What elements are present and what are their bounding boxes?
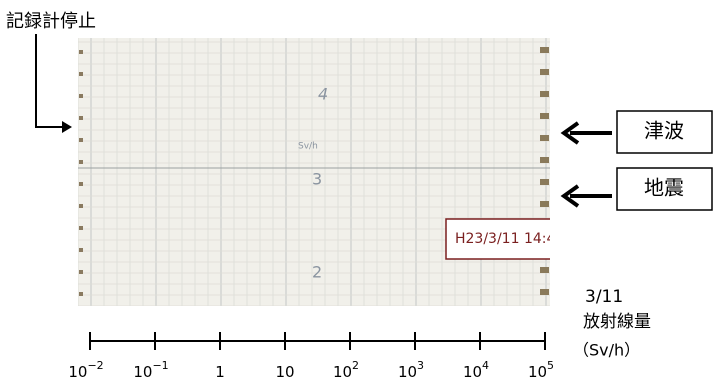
edge-mark xyxy=(79,50,83,54)
edge-mark xyxy=(79,292,83,296)
scale-label-base: 10 xyxy=(528,363,547,381)
arrow-head xyxy=(62,121,72,133)
scale-label: 103 xyxy=(398,359,424,381)
scale-label-exp: 4 xyxy=(482,359,489,372)
scale-label-base: 10 xyxy=(333,363,352,381)
paper-label: 2 xyxy=(312,263,322,282)
scale-unit: （Sv/h） xyxy=(573,341,640,360)
edge-mark xyxy=(79,204,83,208)
edge-mark xyxy=(79,270,83,274)
edge-mark xyxy=(79,116,83,120)
scale-label-exp: −1 xyxy=(152,359,168,372)
scale-label: 10 xyxy=(275,363,294,381)
edge-mark xyxy=(79,138,83,142)
paper-label: Sv/h xyxy=(298,142,318,152)
edge-mark xyxy=(79,160,83,164)
scale-label: 1 xyxy=(215,363,225,381)
edge-mark xyxy=(79,72,83,76)
arrow xyxy=(36,34,64,127)
scale-label-base: 10 xyxy=(68,363,87,381)
scale-title: 放射線量 xyxy=(583,312,651,332)
scale-label: 104 xyxy=(463,359,489,381)
scale-label: 105 xyxy=(528,359,554,381)
edge-mark xyxy=(79,248,83,252)
scale-label-exp: 5 xyxy=(547,359,554,372)
edge-mark xyxy=(540,69,549,75)
recorder-stopped-label: 記録計停止 xyxy=(6,11,96,32)
edge-mark xyxy=(540,91,549,97)
scale-label-exp: 3 xyxy=(417,359,424,372)
scale-label: 102 xyxy=(333,359,359,381)
edge-mark xyxy=(540,113,549,119)
paper-label: 4 xyxy=(318,85,328,104)
timestamp: H23/3/11 14:46 xyxy=(455,231,564,247)
edge-mark xyxy=(540,179,549,185)
edge-mark xyxy=(79,182,83,186)
edge-mark xyxy=(540,201,549,207)
page: H23/3/11 14:46 4 Sv/h 3 2 記録計停止 津波 地震 3/… xyxy=(0,0,723,385)
edge-mark xyxy=(540,289,549,295)
scale-label: 10−1 xyxy=(133,359,168,381)
edge-mark xyxy=(540,267,549,273)
edge-mark xyxy=(79,94,83,98)
earthquake-label: 地震 xyxy=(644,176,684,200)
scale-label: 10−2 xyxy=(68,359,103,381)
edge-mark xyxy=(540,47,549,53)
timestamp-box: H23/3/11 14:46 xyxy=(446,219,566,259)
edge-mark xyxy=(540,157,549,163)
scale-label-exp: 2 xyxy=(352,359,359,372)
scale-label-base: 10 xyxy=(275,363,294,381)
scale-label-base: 10 xyxy=(398,363,417,381)
edge-mark xyxy=(79,226,83,230)
tsunami-label: 津波 xyxy=(644,119,684,143)
scale-date: 3/11 xyxy=(585,287,623,307)
scale-label-base: 1 xyxy=(215,363,225,381)
paper-label: 3 xyxy=(312,170,322,189)
scale-label-base: 10 xyxy=(463,363,482,381)
scale-label-exp: −2 xyxy=(87,359,103,372)
scale-label-base: 10 xyxy=(133,363,152,381)
edge-mark xyxy=(540,135,549,141)
